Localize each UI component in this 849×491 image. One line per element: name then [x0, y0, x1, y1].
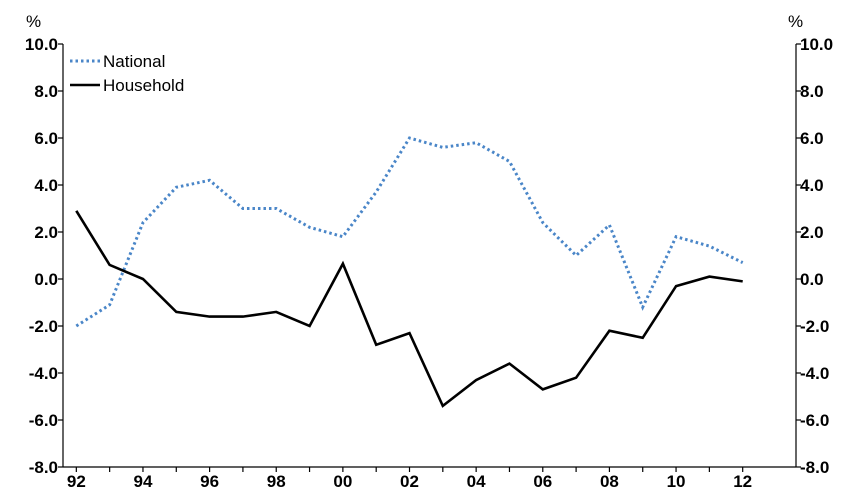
x-tick-label: 04 — [467, 472, 486, 491]
y-tick-label-left: 2.0 — [34, 223, 58, 242]
y-axis-left-labels: 10.0 8.0 6.0 4.0 2.0 0.0 -2.0 -4.0 -6.0 -8.0 — [25, 35, 58, 477]
x-tick-label: 00 — [333, 472, 352, 491]
series-line-national — [75, 136, 744, 328]
series-line-household — [75, 210, 743, 408]
legend-label-national: National — [103, 52, 165, 71]
y-tick-label-left: -6.0 — [29, 411, 58, 430]
y-tick-label-left: -4.0 — [29, 364, 58, 383]
y-tick-label-right: 6.0 — [800, 129, 824, 148]
y-tick-label-right: -2.0 — [800, 317, 829, 336]
legend: National Household — [70, 52, 184, 95]
x-tick-label: 10 — [667, 472, 686, 491]
x-tick-label: 12 — [733, 472, 752, 491]
y-tick-label-left: 4.0 — [34, 176, 58, 195]
legend-label-household: Household — [103, 76, 184, 95]
y-tick-label-right: 0.0 — [800, 270, 824, 289]
x-axis-labels: 92 94 96 98 00 02 04 06 08 10 12 — [67, 472, 752, 491]
y-tick-label-right: 8.0 — [800, 82, 824, 101]
x-tick-label: 94 — [134, 472, 153, 491]
y-tick-label-left: -8.0 — [29, 458, 58, 477]
y-tick-label-right: 10.0 — [800, 35, 833, 54]
y-axis-right-labels: 10.0 8.0 6.0 4.0 2.0 0.0 -2.0 -4.0 -6.0 -8.0 — [800, 35, 833, 477]
x-tick-label: 02 — [400, 472, 419, 491]
y-tick-label-left: 8.0 — [34, 82, 58, 101]
y-tick-label-right: 4.0 — [800, 176, 824, 195]
y-tick-label-right: -4.0 — [800, 364, 829, 383]
y-tick-label-left: 10.0 — [25, 35, 58, 54]
y-unit-right: % — [788, 12, 803, 31]
x-tick-label: 92 — [67, 472, 86, 491]
y-tick-label-left: -2.0 — [29, 317, 58, 336]
axes — [58, 43, 801, 472]
y-unit-left: % — [26, 12, 41, 31]
x-tick-label: 96 — [200, 472, 219, 491]
x-tick-label: 98 — [267, 472, 286, 491]
y-tick-label-left: 6.0 — [34, 129, 58, 148]
y-tick-label-right: -6.0 — [800, 411, 829, 430]
y-tick-label-right: 2.0 — [800, 223, 824, 242]
x-tick-label: 08 — [600, 472, 619, 491]
y-tick-label-left: 0.0 — [34, 270, 58, 289]
x-tick-label: 06 — [533, 472, 552, 491]
y-tick-label-right: -8.0 — [800, 458, 829, 477]
series-group — [75, 136, 744, 408]
